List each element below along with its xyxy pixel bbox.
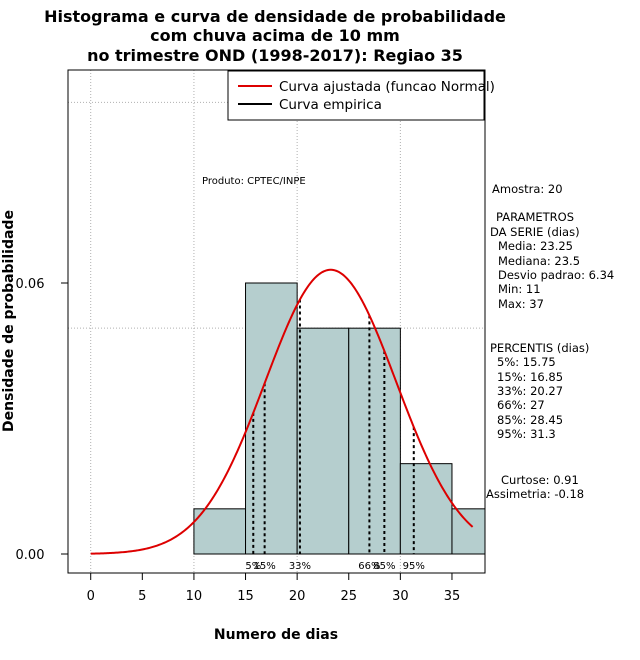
x-axis-label: Numero de dias <box>214 627 338 643</box>
skewness: Assimetria: -0.18 <box>486 487 584 501</box>
param-mean: Media: 23.25 <box>498 239 573 253</box>
kurtosis: Curtose: 0.91 <box>501 473 579 487</box>
percentile-label: 95% <box>403 561 425 572</box>
normal-curve <box>90 268 474 555</box>
percentil-5: 5%: 15.75 <box>497 355 556 369</box>
histogram-bar <box>451 508 486 555</box>
histogram-bar <box>348 327 401 555</box>
legend-label-fitted: Curva ajustada (funcao Normal) <box>279 79 495 95</box>
histogram-bars <box>193 282 486 555</box>
axes: 0 5 10 15 20 25 30 35 0.00 0.06 <box>16 277 461 604</box>
chart-title-line-3: no trimestre OND (1998-2017): Regiao 35 <box>87 46 463 65</box>
chart-title-line-1: Histograma e curva de densidade de proba… <box>44 7 506 26</box>
histogram-bar <box>296 327 350 555</box>
params-header-2: DA SERIE (dias) <box>490 225 580 239</box>
y-axis-label: Densidade de probabilidade <box>1 210 17 432</box>
x-tick-label: 20 <box>289 589 306 604</box>
x-tick-label: 5 <box>138 589 146 604</box>
y-tick-label: 0.00 <box>16 548 45 563</box>
percentile-label: 66% <box>358 561 380 572</box>
param-min: Min: 11 <box>498 282 541 296</box>
percentile-label: 5% <box>245 561 261 572</box>
legend-box <box>227 70 485 121</box>
x-tick-label: 0 <box>87 589 95 604</box>
sample-size: Amostra: 20 <box>492 182 563 196</box>
x-tick-label: 35 <box>444 589 461 604</box>
percentile-label: 15% <box>254 561 276 572</box>
legend-label-empirical: Curva empirica <box>279 97 382 113</box>
histogram-bar <box>193 508 247 555</box>
param-max: Max: 37 <box>498 297 544 311</box>
legend: Curva ajustada (funcao Normal) Curva emp… <box>227 70 495 121</box>
grid-lines <box>68 70 485 573</box>
chart-title-line-2: com chuva acima de 10 mm <box>150 26 400 45</box>
percentil-95: 95%: 31.3 <box>497 427 556 441</box>
x-tick-label: 15 <box>237 589 254 604</box>
percentil-15: 15%: 16.85 <box>497 370 563 384</box>
x-tick-label: 30 <box>392 589 409 604</box>
percentile-label: 85% <box>373 561 395 572</box>
percentis-header: PERCENTIS (dias) <box>490 341 589 355</box>
params-header-1: PARAMETROS <box>496 210 574 224</box>
percentil-66: 66%: 27 <box>497 398 545 412</box>
percentile-lines: 5%15% 33% 66%85% 95% <box>245 299 425 572</box>
percentile-label: 33% <box>289 561 311 572</box>
x-tick-label: 25 <box>340 589 357 604</box>
histogram-bar <box>245 282 298 555</box>
param-median: Mediana: 23.5 <box>498 254 580 268</box>
y-tick-label: 0.06 <box>16 277 45 292</box>
histogram-bar <box>399 463 453 555</box>
percentil-85: 85%: 28.45 <box>497 413 563 427</box>
param-sd: Desvio padrao: 6.34 <box>498 268 614 282</box>
x-tick-label: 10 <box>186 589 203 604</box>
product-note: Produto: CPTEC/INPE <box>202 176 306 187</box>
percentil-33: 33%: 20.27 <box>497 384 563 398</box>
